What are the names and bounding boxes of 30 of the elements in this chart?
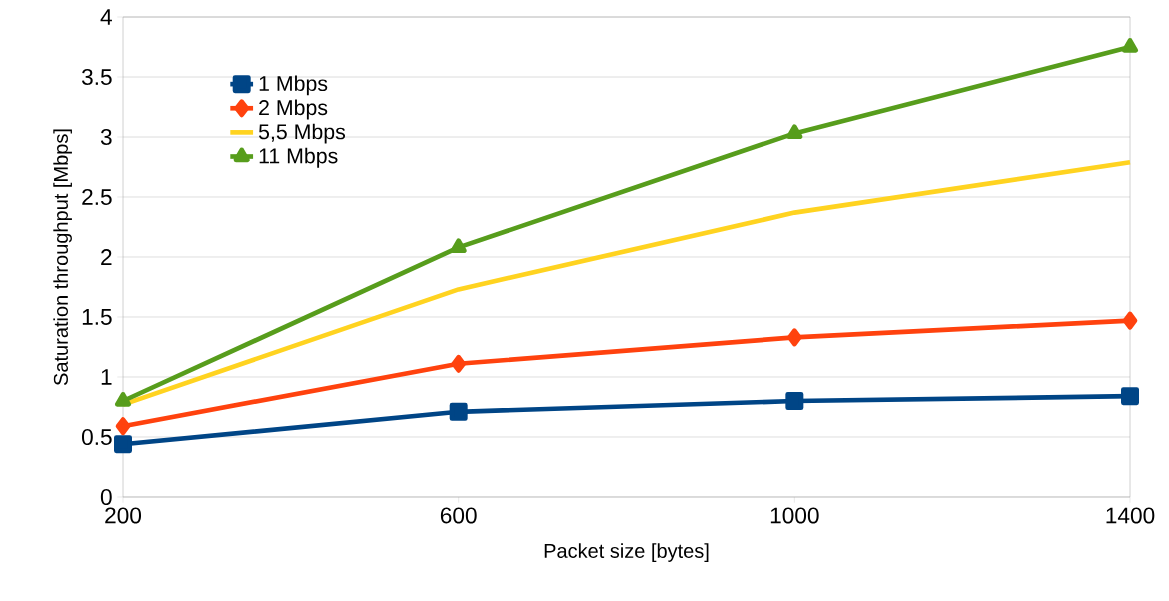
- point: [1122, 311, 1138, 330]
- point: [451, 354, 467, 373]
- x-tick-label: 600: [440, 507, 477, 524]
- x-axis-title: Packet size [bytes]: [544, 543, 709, 562]
- point: [450, 238, 467, 254]
- y-tick-label: 1.5: [82, 309, 112, 325]
- y-axis-title: Saturation throughput [Mbps]: [53, 129, 72, 386]
- y-tick-label: 4: [100, 9, 112, 25]
- y-tick-label: 0.5: [81, 428, 112, 446]
- x-tick-label: 200: [105, 507, 142, 524]
- y-tick-label: 3: [100, 128, 112, 146]
- legend-label: 1 Mbps: [259, 75, 328, 96]
- point: [449, 402, 468, 421]
- point: [1121, 37, 1139, 53]
- y-tick-label: 2: [101, 249, 112, 265]
- point: [786, 124, 803, 140]
- point: [114, 435, 133, 454]
- point: [785, 391, 804, 411]
- y-tick-label: 2.5: [82, 188, 112, 206]
- x-tick-label: 1000: [770, 507, 819, 524]
- legend-label: 11 Mbps: [259, 147, 338, 168]
- point: [1121, 387, 1140, 406]
- legend-label: 5,5 Mbps: [258, 123, 346, 144]
- y-tick-label: 3.5: [81, 68, 112, 86]
- y-tick-label: 1: [101, 369, 112, 385]
- legend-label: 2 Mbps: [259, 99, 328, 120]
- y-tick-label: 0: [100, 488, 112, 506]
- point: [115, 417, 131, 436]
- x-tick-label: 1400: [1106, 507, 1155, 524]
- point: [787, 328, 802, 347]
